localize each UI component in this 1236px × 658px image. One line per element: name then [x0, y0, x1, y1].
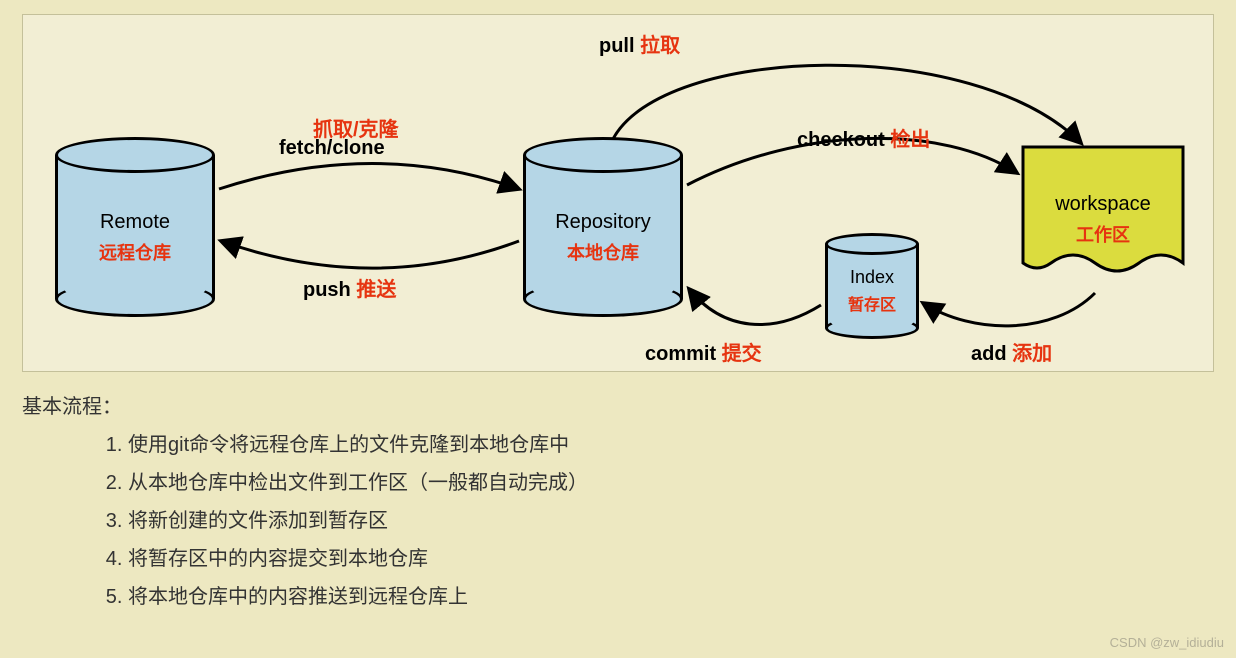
node-repository: Repository 本地仓库: [523, 137, 683, 317]
node-workspace-sub: 工作区: [1021, 221, 1185, 247]
arrow-add: [923, 293, 1095, 326]
label-pull: pull 拉取: [599, 29, 680, 58]
node-index: Index 暂存区: [825, 233, 919, 339]
watermark: CSDN @zw_idiudiu: [1110, 635, 1224, 650]
workflow-step: 将新创建的文件添加到暂存区: [128, 502, 588, 540]
node-workspace: workspace 工作区: [1021, 145, 1185, 287]
label-push: push 推送: [303, 273, 396, 302]
node-repository-sub: 本地仓库: [523, 239, 683, 265]
workflow-step: 使用git命令将远程仓库上的文件克隆到本地仓库中: [128, 426, 588, 464]
workflow-step: 将暂存区中的内容提交到本地仓库: [128, 540, 588, 578]
git-workflow-diagram: Remote 远程仓库 Repository 本地仓库 Index 暂存区 wo…: [22, 14, 1214, 372]
label-commit: commit 提交: [645, 337, 762, 366]
label-add: add 添加: [971, 337, 1052, 366]
node-workspace-label: workspace: [1021, 193, 1185, 216]
node-remote-label: Remote: [55, 211, 215, 234]
workflow-step: 将本地仓库中的内容推送到远程仓库上: [128, 578, 588, 616]
workflow-step: 从本地仓库中检出文件到工作区（一般都自动完成）: [128, 464, 588, 502]
node-repository-label: Repository: [523, 211, 683, 234]
arrow-fetch: [219, 164, 519, 190]
node-index-label: Index: [825, 267, 919, 288]
node-remote-sub: 远程仓库: [55, 239, 215, 265]
node-remote: Remote 远程仓库: [55, 137, 215, 317]
arrow-push: [221, 241, 519, 268]
workflow-heading: 基本流程：: [22, 388, 588, 426]
arrow-commit: [689, 289, 821, 325]
node-index-sub: 暂存区: [825, 291, 919, 315]
label-checkout: checkout 检出: [797, 123, 930, 152]
label-fetch: fetch/clone: [279, 137, 385, 160]
workflow-steps: 使用git命令将远程仓库上的文件克隆到本地仓库中 从本地仓库中检出文件到工作区（…: [128, 426, 588, 616]
workflow-description: 基本流程： 使用git命令将远程仓库上的文件克隆到本地仓库中 从本地仓库中检出文…: [22, 388, 588, 616]
